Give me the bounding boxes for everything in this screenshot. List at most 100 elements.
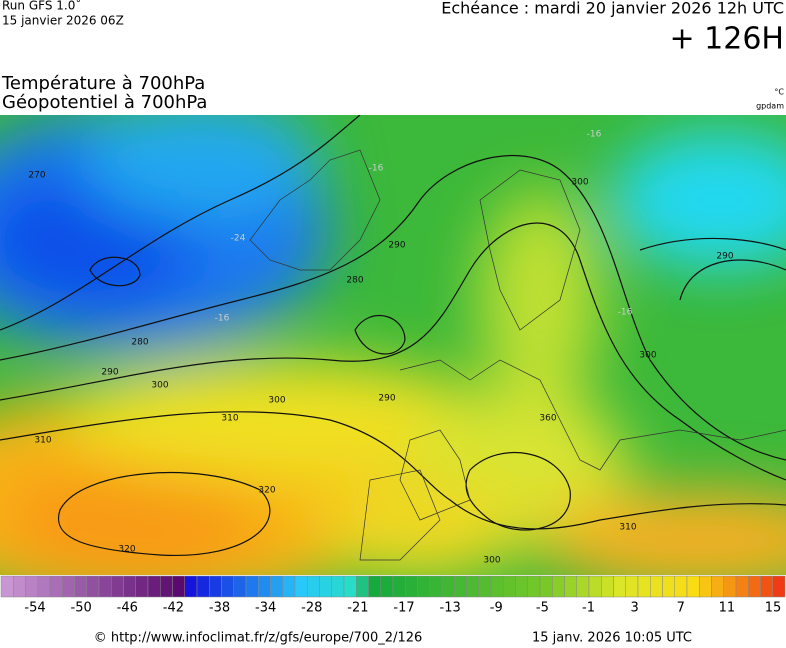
isotherm-label: -16: [618, 308, 633, 318]
isotherm-label: -24: [231, 234, 246, 244]
color-swatch: [637, 575, 651, 598]
contour-label: 360: [539, 414, 556, 424]
color-swatch: [98, 575, 112, 598]
color-swatch: [515, 575, 528, 598]
color-scale-label: -28: [301, 601, 322, 616]
color-swatch: [123, 575, 136, 598]
color-swatch: [196, 575, 210, 598]
color-swatch: [564, 575, 577, 598]
color-scale-label: -9: [490, 601, 503, 616]
color-swatch: [674, 575, 688, 598]
color-swatch: [735, 575, 749, 598]
color-swatch: [429, 575, 443, 598]
color-scale-label: -1: [582, 601, 595, 616]
color-swatch: [147, 575, 161, 598]
color-scale-label: 3: [630, 601, 638, 616]
contour-label: 310: [619, 523, 636, 533]
color-swatch: [135, 575, 149, 598]
forecast-time: Echéance : mardi 20 janvier 2026 12h UTC: [441, 0, 784, 18]
color-scale-label: -17: [393, 601, 414, 616]
color-swatch: [772, 575, 786, 598]
color-scale: -54 -50 -46 -42 -38 -34 -28 -21 -17 -13 -9 -5 -1 3 7 11…: [0, 575, 786, 616]
color-scale-label: -42: [163, 601, 184, 616]
color-swatch: [37, 575, 51, 598]
color-swatch: [760, 575, 773, 598]
color-swatch: [490, 575, 504, 598]
color-swatch: [588, 575, 602, 598]
footer-timestamp: 15 janv. 2026 10:05 UTC: [532, 631, 692, 646]
color-swatch: [552, 575, 565, 598]
color-swatch: [723, 575, 737, 598]
color-swatch: [454, 575, 467, 598]
color-swatch: [74, 575, 87, 598]
color-swatch: [380, 575, 394, 598]
color-swatch: [221, 575, 234, 598]
color-swatch: [209, 575, 222, 598]
contour-label: 320: [118, 545, 135, 555]
unit-geopotential: gpdam: [756, 102, 784, 111]
color-swatch: [0, 575, 14, 598]
color-scale-label: -34: [255, 601, 276, 616]
color-scale-label: -13: [440, 601, 461, 616]
color-swatch: [62, 575, 75, 598]
color-swatch: [294, 575, 308, 598]
contour-label: 280: [131, 338, 148, 348]
contour-label: 300: [268, 396, 285, 406]
color-swatch: [356, 575, 369, 598]
color-scale-label: -21: [347, 601, 368, 616]
color-swatch: [319, 575, 332, 598]
color-swatch: [233, 575, 247, 598]
color-swatch: [539, 575, 553, 598]
title-geopotential: Géopotentiel à 700hPa: [2, 92, 207, 113]
color-swatch: [601, 575, 614, 598]
contour-label: 300: [571, 178, 588, 188]
color-swatch: [576, 575, 590, 598]
color-swatch: [466, 575, 479, 598]
color-swatch: [748, 575, 761, 598]
isotherm-label: -16: [587, 130, 602, 140]
contour-label: 300: [151, 381, 168, 391]
contour-label: 290: [378, 394, 395, 404]
color-swatch: [111, 575, 124, 598]
contour-label: 270: [28, 171, 45, 181]
footer-url: © http://www.infoclimat.fr/z/gfs/europe/…: [94, 631, 423, 646]
color-swatch: [307, 575, 320, 598]
contour-label: 280: [346, 276, 363, 286]
color-scale-label: -50: [71, 601, 92, 616]
color-swatch: [613, 575, 626, 598]
color-swatch: [343, 575, 357, 598]
lead-time: + 126H: [670, 22, 785, 57]
color-swatch: [331, 575, 345, 598]
isotherm-label: -16: [369, 164, 384, 174]
contour-label: 290: [716, 252, 733, 262]
color-swatch: [527, 575, 541, 598]
color-scale-label: -5: [536, 601, 549, 616]
color-swatch: [368, 575, 381, 598]
color-swatch: [172, 575, 185, 598]
color-swatch: [49, 575, 63, 598]
color-swatch: [503, 575, 516, 598]
color-swatch: [711, 575, 724, 598]
color-swatch: [282, 575, 296, 598]
color-swatch: [417, 575, 430, 598]
color-swatch: [699, 575, 712, 598]
color-swatch: [662, 575, 675, 598]
color-swatch: [270, 575, 283, 598]
color-swatch: [258, 575, 271, 598]
contour-label: 290: [388, 241, 405, 251]
color-scale-label: -54: [24, 601, 45, 616]
color-swatch: [405, 575, 418, 598]
contour-label: 310: [34, 436, 51, 446]
color-swatch: [686, 575, 700, 598]
contour-label: 300: [639, 351, 656, 361]
contour-label: 310: [221, 414, 238, 424]
contour-label: 320: [258, 486, 275, 496]
color-swatch: [13, 575, 26, 598]
isotherm-label: -16: [215, 314, 230, 324]
color-swatch: [160, 575, 173, 598]
color-swatch: [245, 575, 259, 598]
color-swatch: [86, 575, 100, 598]
color-swatch: [392, 575, 406, 598]
color-swatch: [478, 575, 492, 598]
